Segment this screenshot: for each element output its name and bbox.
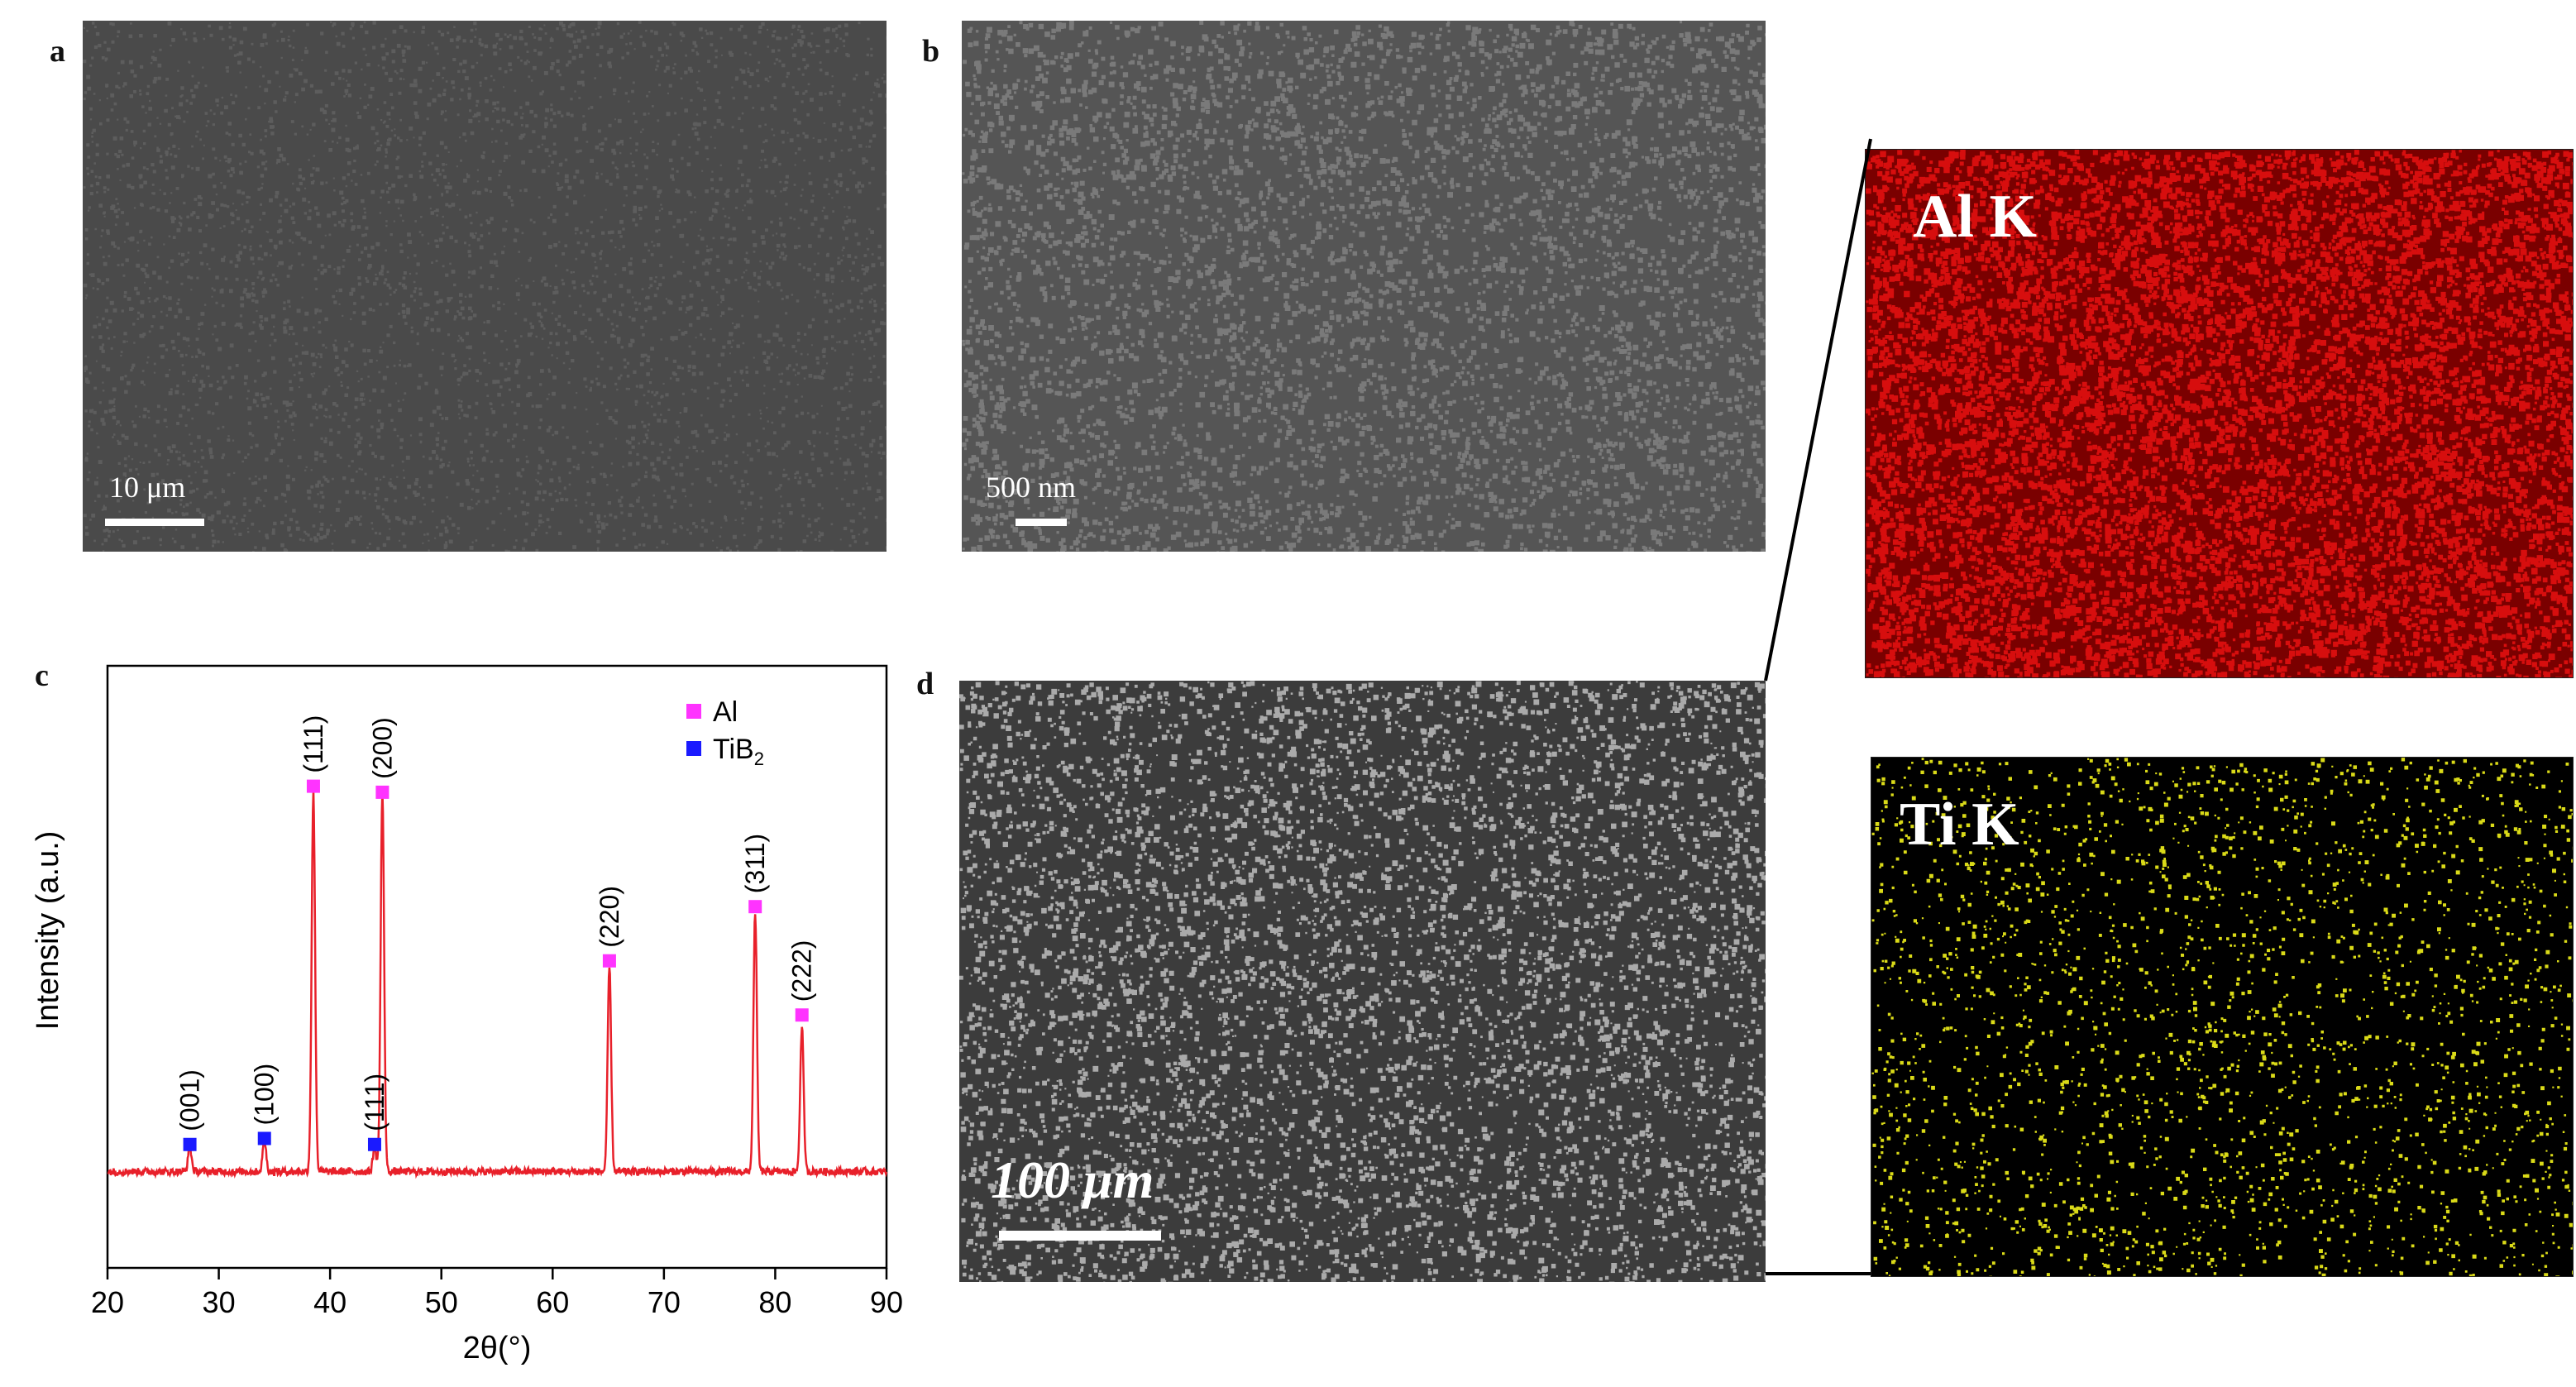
peak-marker-al: [748, 900, 762, 914]
peak-hkl-label: (311): [740, 834, 770, 893]
scalebar-d: [999, 1231, 1161, 1241]
panel-letter-a: a: [50, 34, 65, 69]
map-label-ti: Ti K: [1900, 791, 2019, 859]
map-label-al: Al K: [1913, 183, 2038, 251]
scalebar-label-b: 500 nm: [986, 471, 1077, 504]
xrd-x-ticks: 20 30 40 50 60 70 80 90: [91, 1268, 903, 1319]
x-tick-label: 50: [425, 1285, 458, 1319]
peak-marker-al: [602, 954, 616, 968]
peak-marker-tib2: [257, 1131, 271, 1145]
peak-hkl-label: (100): [250, 1064, 280, 1126]
peak-marker-al: [795, 1008, 809, 1022]
xrd-plot-frame: [106, 664, 888, 1270]
x-tick-label: 40: [313, 1285, 346, 1319]
legend-label-subscript: 2: [754, 749, 764, 769]
peak-hkl-label: (001): [175, 1069, 205, 1131]
sem-image-b: [962, 21, 1766, 552]
legend-swatch: [686, 741, 701, 756]
xrd-x-axis-label: 2θ(°): [463, 1331, 532, 1365]
peak-marker-tib2: [183, 1137, 197, 1151]
x-tick-label: 30: [203, 1285, 236, 1319]
scalebar-label-a: 10 μm: [109, 471, 186, 504]
eds-map-ti: [1871, 757, 2574, 1277]
xrd-peak-markers: (001) (100) (111) (111) (200) (220) (311) (222): [175, 715, 817, 1151]
peak-marker-al: [375, 785, 390, 799]
x-tick-label: 80: [758, 1285, 791, 1319]
eds-map-al: [1865, 149, 2574, 678]
connector-line-top: [1764, 138, 1872, 682]
scalebar-a: [105, 519, 204, 526]
peak-hkl-label: (200): [367, 717, 397, 779]
xrd-pattern-line: [107, 789, 888, 1179]
panel-letter-d: d: [916, 667, 934, 701]
legend-swatch: [686, 704, 701, 719]
xrd-y-axis-label: Intensity (a.u.): [31, 831, 65, 1031]
legend-label: Al: [713, 696, 738, 728]
xrd-legend: Al TiB2: [686, 696, 764, 769]
peak-hkl-label: (222): [787, 940, 817, 1002]
sem-image-a: [83, 21, 887, 552]
legend-label: TiB2: [713, 734, 764, 769]
scalebar-label-d: 100 μm: [991, 1150, 1154, 1209]
x-tick-label: 90: [870, 1285, 903, 1319]
scalebar-b: [1016, 519, 1067, 526]
peak-marker-al: [306, 779, 320, 793]
panel-letter-b: b: [922, 34, 940, 69]
x-tick-label: 70: [648, 1285, 681, 1319]
peak-hkl-label: (111): [360, 1074, 390, 1131]
peak-hkl-label: (111): [299, 715, 328, 773]
xrd-axes-box: [106, 664, 888, 1270]
peak-marker-tib2: [367, 1137, 381, 1151]
panel-letter-c: c: [35, 658, 49, 693]
peak-hkl-label: (220): [595, 886, 624, 948]
x-tick-label: 60: [536, 1285, 569, 1319]
sem-image-d: [959, 681, 1766, 1282]
x-tick-label: 20: [91, 1285, 124, 1319]
